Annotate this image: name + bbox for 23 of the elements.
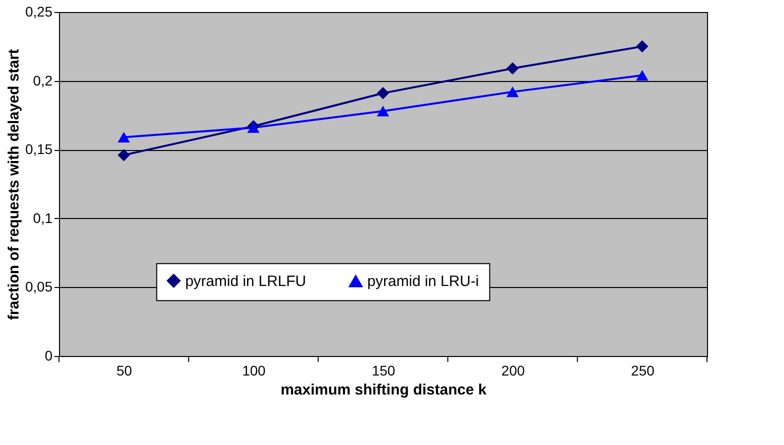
point bbox=[636, 70, 648, 81]
x-tick-label: 150 bbox=[372, 362, 396, 378]
point bbox=[376, 87, 390, 100]
x-tick-label: 200 bbox=[501, 362, 525, 378]
point bbox=[118, 148, 130, 162]
x-tick-label: 100 bbox=[242, 362, 266, 378]
y-tick-label: 0,1 bbox=[33, 210, 53, 226]
legend-label: pyramid in LRLFU bbox=[185, 272, 306, 290]
y-tick-label: 0,05 bbox=[25, 278, 53, 295]
point bbox=[506, 86, 519, 98]
point bbox=[118, 132, 130, 143]
y-tick-label: 0,15 bbox=[25, 141, 53, 158]
point bbox=[376, 106, 390, 116]
point bbox=[636, 40, 648, 53]
x-tick-label: 50 bbox=[116, 362, 132, 378]
y-axis-title: fraction of requests with delayed start bbox=[5, 49, 22, 320]
y-tick-label: 0 bbox=[44, 348, 53, 364]
legend-label: pyramid in LRU-i bbox=[367, 273, 479, 290]
y-tick-label: 0,25 bbox=[25, 4, 53, 20]
y-tick-label: 0,2 bbox=[33, 72, 53, 88]
x-axis-title: maximum shifting distance k bbox=[280, 382, 488, 398]
point bbox=[506, 62, 519, 75]
x-tick-label: 250 bbox=[631, 362, 655, 378]
